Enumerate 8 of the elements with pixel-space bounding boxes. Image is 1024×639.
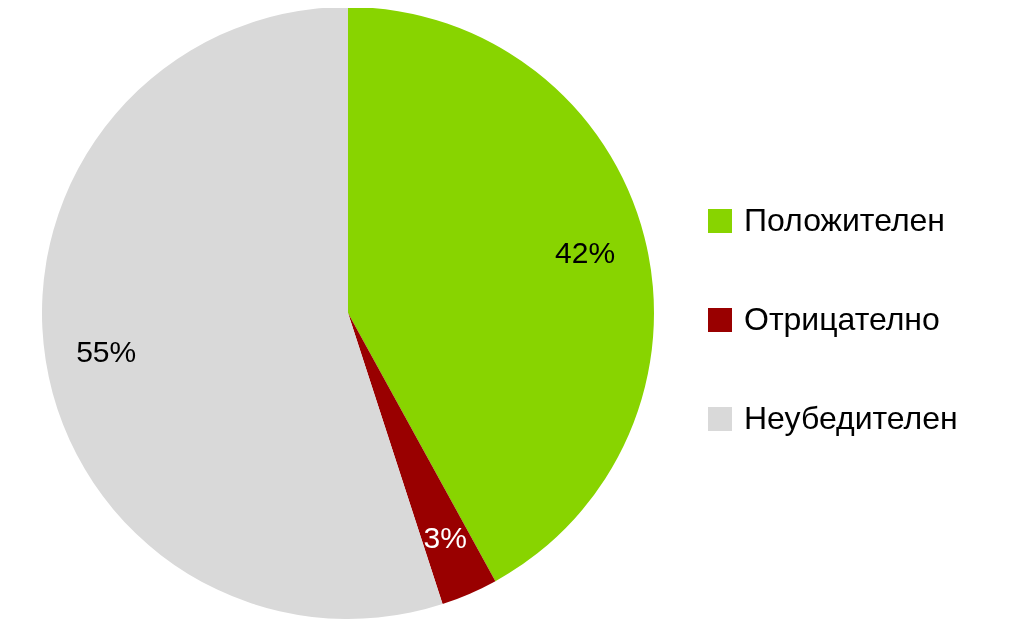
data-label: 55% [76,334,137,368]
pie-slice [348,8,654,582]
legend-label: Положителен [744,202,946,239]
data-label: 42% [555,235,616,269]
data-label: 3% [423,521,467,555]
legend-label: Отрицателно [744,301,940,338]
pie-slice [348,313,496,605]
legend-label: Неубедителен [744,400,958,437]
